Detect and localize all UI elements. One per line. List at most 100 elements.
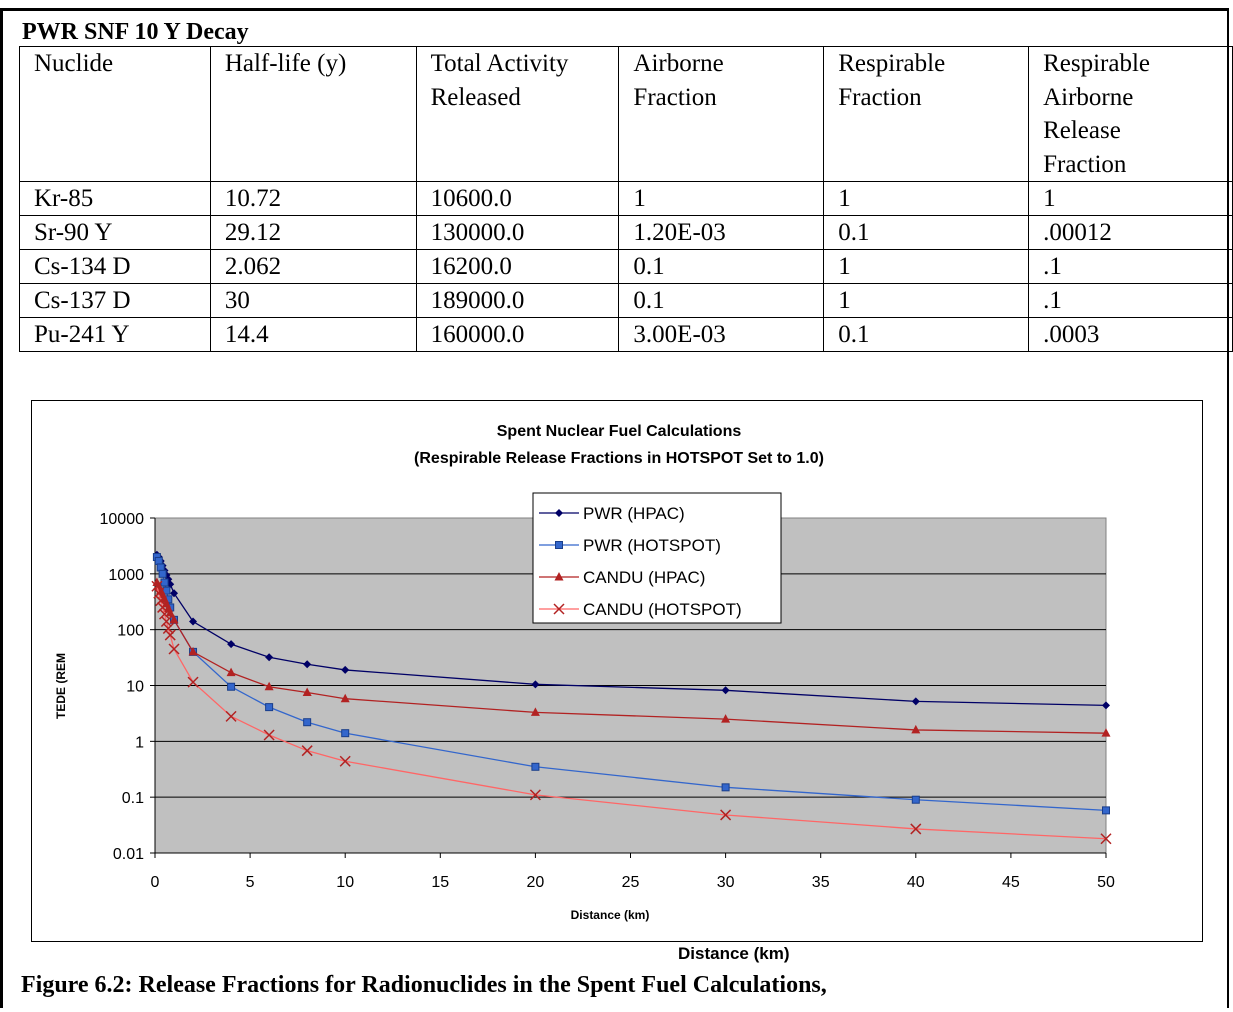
legend-marker <box>554 572 564 581</box>
x-axis-label: Distance (km) <box>571 908 650 922</box>
table-row: Sr-90 Y 29.12 130000.0 1.20E-03 0.1 .000… <box>19 215 1233 250</box>
data-point <box>1100 833 1112 845</box>
data-point <box>1101 728 1111 737</box>
table-header-row: Nuclide Half-life (y) Total Activity Rel… <box>19 46 1233 182</box>
figure-caption: Figure 6.2: Release Fractions for Radion… <box>21 972 827 998</box>
table-cell: 189000.0 <box>415 283 620 318</box>
data-point <box>162 622 174 635</box>
y-tick-label: 10000 <box>100 511 145 528</box>
table-cell: Sr-90 Y <box>19 215 211 250</box>
data-point <box>168 643 180 655</box>
data-point <box>721 783 730 792</box>
table-cell: 130000.0 <box>415 215 620 250</box>
x-tick-label: 20 <box>527 874 545 891</box>
table-cell: 0.1 <box>823 215 1030 250</box>
y-axis-label: TEDE (REM <box>54 653 68 719</box>
data-point <box>910 823 922 835</box>
data-point <box>265 703 274 712</box>
data-point <box>226 667 236 677</box>
data-point <box>720 809 732 821</box>
table-cell: 0.1 <box>618 249 825 284</box>
x-tick-label: 15 <box>431 874 449 891</box>
data-point <box>341 729 350 738</box>
table-cell: Kr-85 <box>19 181 211 216</box>
header-cell-half-life: Half-life (y) <box>209 46 417 182</box>
table-cell: Cs-137 D <box>19 283 211 318</box>
legend-marker <box>553 603 565 615</box>
data-point <box>188 646 198 656</box>
table-row: Cs-134 D 2.062 16200.0 0.1 1 .1 <box>19 249 1233 284</box>
table-row: Pu-241 Y 14.4 160000.0 3.00E-03 0.1 .000… <box>19 317 1233 352</box>
x-tick-label: 35 <box>812 874 830 891</box>
y-tick-label: 0.1 <box>122 790 144 807</box>
table-cell: 1 <box>823 283 1030 318</box>
table-row: Cs-137 D 30 189000.0 0.1 1 .1 <box>19 283 1233 318</box>
table-cell: 29.12 <box>209 215 417 250</box>
data-point <box>169 614 179 624</box>
data-point <box>225 710 237 722</box>
y-tick-label: 10 <box>126 679 144 696</box>
x-tick-label: 40 <box>907 874 925 891</box>
header-cell-respirable-airborne-release-fraction: Respirable Airborne Release Fraction <box>1028 46 1233 182</box>
data-point <box>157 601 169 613</box>
release-fraction-table: Nuclide Half-life (y) Total Activity Rel… <box>19 46 1233 352</box>
table-cell: 1 <box>823 181 1030 216</box>
y-tick-label: 1 <box>135 734 144 751</box>
table-cell: .00012 <box>1028 215 1233 250</box>
data-point <box>263 729 275 741</box>
table-cell: .1 <box>1028 283 1233 318</box>
data-point <box>227 640 236 649</box>
data-point <box>531 680 540 689</box>
data-point <box>151 580 163 592</box>
header-cell-nuclide: Nuclide <box>19 46 211 182</box>
x-tick-label: 45 <box>1002 874 1020 891</box>
table-cell: 1 <box>618 181 825 216</box>
legend-box <box>532 492 782 624</box>
x-tick-label: 50 <box>1097 874 1115 891</box>
x-tick-label: 0 <box>151 874 160 891</box>
legend-label: PWR (HOTSPOT) <box>583 536 721 555</box>
data-point <box>911 724 921 734</box>
table-cell: 1 <box>823 249 1030 284</box>
table-cell: Pu-241 Y <box>19 317 211 352</box>
legend-label: PWR (HPAC) <box>583 504 685 523</box>
table-cell: 16200.0 <box>415 249 620 284</box>
table-cell: 2.062 <box>209 249 417 284</box>
data-point <box>160 578 169 587</box>
data-point <box>165 607 175 617</box>
figure-axis-label: Distance (km) <box>678 944 790 963</box>
tede-distance-chart: Spent Nuclear Fuel Calculations (Respira… <box>54 423 1115 922</box>
data-point <box>187 676 199 688</box>
data-point <box>531 762 540 771</box>
data-point <box>155 595 167 607</box>
data-point <box>227 682 236 691</box>
chart-container: Spent Nuclear Fuel Calculations (Respira… <box>31 400 1203 942</box>
data-point <box>265 653 274 662</box>
table-cell: 30 <box>209 283 417 318</box>
table-cell: 3.00E-03 <box>618 317 825 352</box>
table-cell: .0003 <box>1028 317 1233 352</box>
table-cell: 0.1 <box>618 283 825 318</box>
y-tick-label: 100 <box>117 623 144 640</box>
table-row: Kr-85 10.72 10600.0 1 1 1 <box>19 181 1233 216</box>
data-point <box>303 660 312 669</box>
legend-marker <box>555 541 563 549</box>
table-cell: 1 <box>1028 181 1233 216</box>
table-cell: 14.4 <box>209 317 417 352</box>
header-cell-respirable-fraction: Respirable Fraction <box>823 46 1030 182</box>
x-tick-label: 10 <box>336 874 354 891</box>
table-title: PWR SNF 10 Y Decay <box>22 19 249 45</box>
table-cell: 10600.0 <box>415 181 620 216</box>
data-point <box>911 795 920 804</box>
data-point <box>170 589 179 598</box>
table-cell: 160000.0 <box>415 317 620 352</box>
x-tick-label: 30 <box>717 874 735 891</box>
table-cell: Cs-134 D <box>19 249 211 284</box>
header-line: Total Activity <box>430 50 569 77</box>
data-point <box>341 665 350 674</box>
legend-label: CANDU (HPAC) <box>583 568 705 587</box>
data-point <box>911 697 920 706</box>
data-point <box>301 745 313 757</box>
legend-marker <box>555 509 563 517</box>
data-point <box>264 681 274 691</box>
